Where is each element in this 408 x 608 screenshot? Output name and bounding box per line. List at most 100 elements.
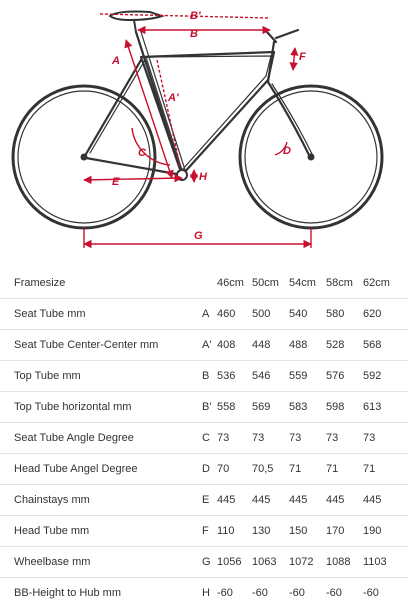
row-code: E [202, 494, 210, 506]
row-label: Chainstays mm [14, 494, 90, 506]
rear-wheel [11, 84, 157, 230]
table-row: BB-Height to Hub mm H -60 -60 -60 -60 -60 [0, 578, 408, 608]
row-code: F [202, 525, 209, 537]
row-value: 569 [252, 401, 271, 413]
row-value: 460 [217, 308, 236, 320]
label-B-prime: B' [190, 10, 201, 22]
row-value: 620 [363, 308, 382, 320]
row-code: A' [202, 339, 212, 351]
row-value: 583 [289, 401, 308, 413]
bike-geometry-diagram: B' B A A' F C D E H G [11, 10, 384, 249]
size-54: 54cm [289, 277, 316, 289]
row-value: 1103 [363, 556, 387, 568]
row-value: 1063 [252, 556, 277, 568]
row-code: C [202, 432, 210, 444]
row-value: 130 [252, 525, 271, 537]
row-value: 568 [363, 339, 382, 351]
row-value: 1088 [326, 556, 351, 568]
row-value: 559 [289, 370, 308, 382]
row-value: 598 [326, 401, 345, 413]
row-value: 592 [363, 370, 382, 382]
table-row: Head Tube Angel Degree D 70 70,5 71 71 71 [0, 454, 408, 485]
row-value: 445 [289, 494, 308, 506]
row-value: 71 [326, 463, 339, 475]
geometry-table: Framesize 46cm 50cm 54cm 58cm 62cm Seat … [0, 268, 408, 608]
row-value: 540 [289, 308, 308, 320]
row-value: 73 [289, 432, 302, 444]
label-G: G [194, 230, 203, 242]
row-value: 70 [217, 463, 230, 475]
table-header-row: Framesize 46cm 50cm 54cm 58cm 62cm [0, 268, 408, 299]
row-value: -60 [289, 587, 305, 599]
row-code: A [202, 308, 210, 320]
table-row: Chainstays mm E 445 445 445 445 445 [0, 485, 408, 516]
table-row: Wheelbase mm G 1056 1063 1072 1088 1103 [0, 547, 408, 578]
row-label: Head Tube mm [14, 525, 90, 537]
row-value: 150 [289, 525, 308, 537]
row-value: 71 [363, 463, 376, 475]
row-value: 445 [363, 494, 382, 506]
row-value: 576 [326, 370, 345, 382]
label-F: F [299, 51, 306, 63]
row-label: BB-Height to Hub mm [14, 587, 121, 599]
row-label: Top Tube horizontal mm [14, 401, 132, 413]
row-value: 73 [363, 432, 376, 444]
row-value: 488 [289, 339, 308, 351]
row-value: -60 [363, 587, 379, 599]
row-value: 445 [326, 494, 345, 506]
table-body: Seat Tube mm A 460 500 540 580 620 Seat Tube Ce… [0, 299, 408, 608]
table-row: Top Tube horizontal mm B' 558 569 583 598 613 [0, 392, 408, 423]
label-A: A [111, 55, 120, 67]
row-value: 500 [252, 308, 271, 320]
label-A-prime: A' [167, 92, 179, 104]
row-value: 445 [217, 494, 236, 506]
row-label: Seat Tube mm [14, 308, 86, 320]
table-row: Seat Tube mm A 460 500 540 580 620 [0, 299, 408, 330]
table-row: Seat Tube Center-Center mm A' 408 448 488 528… [0, 330, 408, 361]
row-label: Seat Tube Angle Degree [14, 432, 134, 444]
dimension-lines [83, 13, 312, 249]
row-code: B [202, 370, 210, 382]
saddle [108, 10, 166, 33]
row-value: 70,5 [252, 463, 274, 475]
row-value: 445 [252, 494, 271, 506]
row-value: -60 [252, 587, 268, 599]
table-row: Seat Tube Angle Degree C 73 73 73 73 73 [0, 423, 408, 454]
label-D: D [283, 145, 291, 157]
label-E: E [112, 176, 120, 188]
row-value: 170 [326, 525, 345, 537]
size-50: 50cm [252, 277, 279, 289]
row-value: 408 [217, 339, 236, 351]
size-46: 46cm [217, 277, 244, 289]
row-code: H [202, 587, 210, 599]
row-value: 580 [326, 308, 345, 320]
row-value: 536 [217, 370, 236, 382]
row-code: D [202, 463, 210, 475]
row-value: -60 [326, 587, 342, 599]
row-value: 448 [252, 339, 271, 351]
row-value: -60 [217, 587, 233, 599]
row-value: 1072 [289, 556, 314, 568]
row-value: 110 [217, 525, 235, 537]
table-row: Head Tube mm F 110 130 150 170 190 [0, 516, 408, 547]
size-58: 58cm [326, 277, 353, 289]
row-value: 546 [252, 370, 271, 382]
row-value: 73 [252, 432, 265, 444]
row-value: 73 [217, 432, 230, 444]
label-C: C [138, 147, 147, 159]
label-H: H [199, 171, 208, 183]
row-label: Seat Tube Center-Center mm [14, 339, 159, 351]
row-code: B' [202, 401, 212, 413]
row-value: 613 [363, 401, 382, 413]
row-value: 190 [363, 525, 382, 537]
table-row: Top Tube mm B 536 546 559 576 592 [0, 361, 408, 392]
row-value: 73 [326, 432, 339, 444]
label-B: B [190, 28, 198, 40]
row-value: 528 [326, 339, 345, 351]
row-label: Top Tube mm [14, 370, 81, 382]
row-label: Head Tube Angel Degree [14, 463, 138, 475]
size-62: 62cm [363, 277, 390, 289]
row-value: 71 [289, 463, 302, 475]
row-value: 558 [217, 401, 236, 413]
row-label: Wheelbase mm [14, 556, 91, 568]
